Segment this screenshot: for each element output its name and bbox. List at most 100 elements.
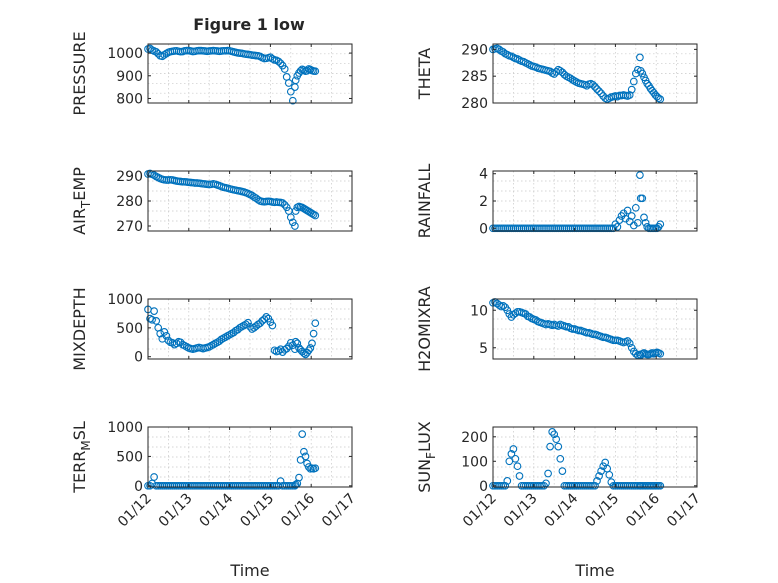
data-point — [274, 57, 283, 66]
y-tick-label: 0 — [134, 350, 143, 366]
data-point — [591, 83, 599, 91]
data-point — [656, 220, 665, 229]
y-tick-label: 200 — [461, 430, 488, 446]
data-point — [148, 315, 156, 324]
data-point — [636, 53, 644, 62]
data-point — [286, 213, 295, 222]
data-point — [284, 79, 293, 87]
data-point — [636, 171, 644, 179]
data-point — [286, 481, 295, 490]
x-tick-label: 01/12 — [460, 491, 500, 531]
y-tick-label: 4 — [479, 167, 488, 183]
data-point — [507, 450, 516, 458]
data-point — [309, 329, 318, 338]
data-point — [309, 210, 318, 219]
x-tick-label: 01/14 — [197, 490, 237, 530]
y-tick-label: 1000 — [107, 46, 143, 62]
data-point — [623, 337, 632, 345]
data-point — [599, 462, 608, 471]
grid — [148, 44, 352, 103]
data-point — [631, 203, 640, 212]
data-point — [548, 428, 557, 436]
y-tick-label: 10 — [470, 303, 488, 319]
data-point — [538, 481, 546, 490]
y-axis-label: THETA — [415, 48, 434, 100]
data-point — [554, 442, 563, 451]
data-point — [503, 306, 512, 315]
data-point — [625, 91, 634, 99]
series-markers — [489, 428, 665, 490]
data-point — [593, 477, 601, 485]
data-point — [638, 69, 647, 78]
axis-box — [492, 43, 698, 104]
data-point — [595, 472, 603, 480]
y-tick-label: 290 — [116, 169, 143, 185]
subplot-3: 270 280 290 AIRTEMP — [70, 167, 353, 235]
data-point — [152, 317, 161, 325]
data-point — [311, 464, 320, 473]
series-markers — [144, 430, 320, 490]
series-markers — [144, 44, 320, 105]
series-markers — [489, 171, 665, 233]
data-point — [286, 87, 295, 96]
grid — [493, 44, 697, 103]
data-point — [623, 206, 632, 215]
data-point — [629, 77, 638, 86]
subplot-1: 800 900 1000 PRESSURE — [70, 31, 353, 116]
data-point — [295, 473, 303, 482]
data-point — [308, 339, 316, 348]
data-point — [513, 462, 522, 471]
data-point — [288, 96, 297, 105]
data-point — [656, 481, 665, 490]
x-tick-label: 01/12 — [115, 491, 155, 531]
y-tick-label: 800 — [116, 91, 143, 107]
data-point — [558, 68, 567, 77]
x-tick-label: 01/13 — [501, 491, 541, 531]
axis-box — [147, 43, 353, 104]
data-point — [260, 315, 269, 324]
data-point — [641, 218, 650, 227]
data-point — [311, 319, 320, 328]
y-tick-label: 280 — [461, 96, 488, 112]
subplot-6: 5 10 H2OMIXRA — [415, 286, 698, 372]
data-point — [160, 51, 169, 59]
data-point — [497, 481, 506, 490]
data-point — [282, 344, 291, 353]
plot-area — [493, 427, 697, 487]
data-point — [291, 337, 300, 346]
x-tick-label: 01/13 — [156, 491, 196, 531]
data-point — [591, 481, 599, 490]
plot-area — [493, 299, 697, 359]
axis-box — [147, 426, 353, 488]
data-point — [654, 94, 663, 103]
series-markers — [144, 169, 320, 230]
series-markers — [489, 44, 665, 104]
y-tick-label: 270 — [116, 219, 143, 235]
y-tick-label: 2 — [479, 194, 488, 210]
data-point — [499, 481, 508, 490]
y-axis-label: TERRMSL — [70, 421, 93, 494]
y-tick-label: 285 — [461, 69, 488, 85]
data-point — [242, 320, 250, 329]
data-point — [593, 85, 601, 93]
y-tick-label: 0 — [134, 479, 143, 495]
y-tick-label: 900 — [116, 69, 143, 85]
data-point — [311, 67, 320, 76]
plot-area — [148, 299, 352, 359]
data-point — [280, 200, 289, 209]
data-point — [509, 445, 518, 453]
data-point — [209, 340, 218, 349]
data-point — [276, 59, 285, 68]
x-tick-label: 01/16 — [623, 490, 663, 530]
data-point — [291, 481, 299, 490]
data-point — [300, 447, 308, 456]
y-tick-label: 5 — [479, 341, 488, 357]
data-point — [278, 199, 287, 207]
data-point — [256, 319, 265, 328]
axis-box — [492, 298, 698, 360]
subplot-4: 0 2 4 RAINFALL — [415, 164, 698, 238]
y-axis-label: MIXDEPTH — [70, 287, 89, 370]
data-point — [150, 171, 158, 180]
